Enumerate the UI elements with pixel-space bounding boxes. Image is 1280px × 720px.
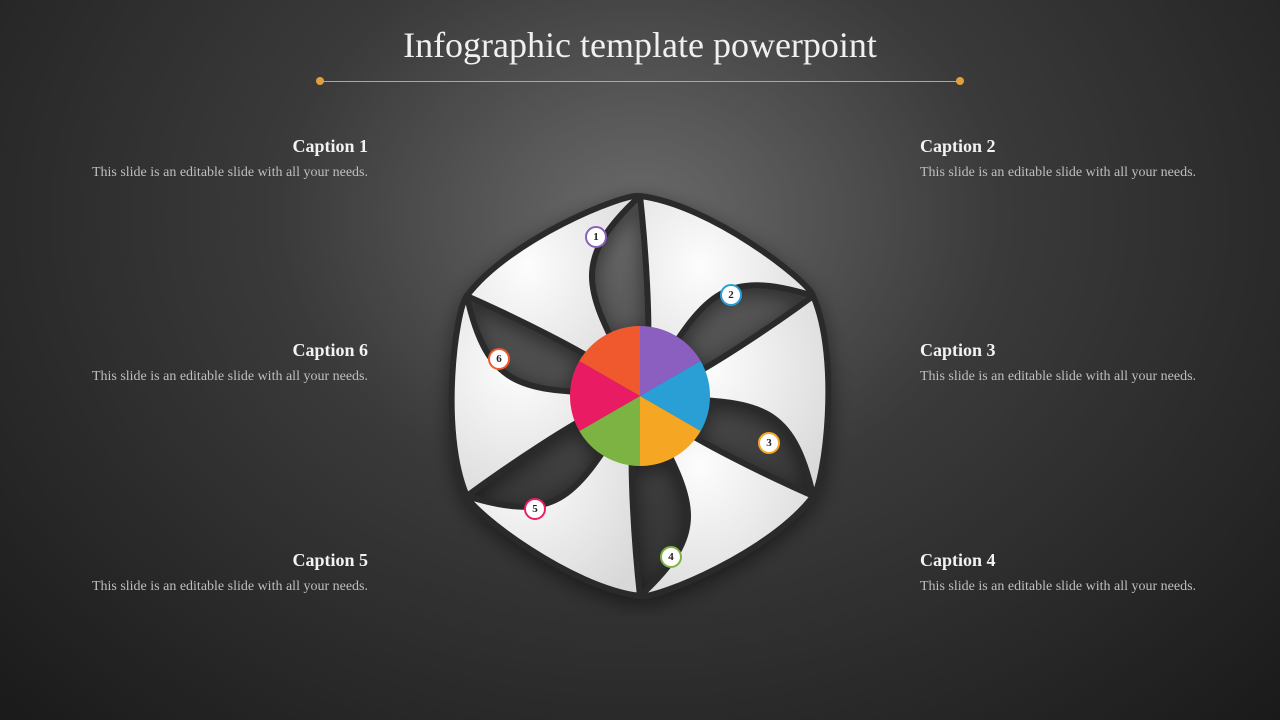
caption-title: Caption 3 [920, 340, 1210, 361]
caption-block: Caption 1 This slide is an editable slide… [78, 136, 368, 183]
caption-body: This slide is an editable slide with all… [920, 577, 1210, 597]
number-badge: 5 [524, 498, 546, 520]
number-badge: 3 [758, 432, 780, 454]
caption-title: Caption 6 [78, 340, 368, 361]
title-divider [320, 80, 960, 82]
caption-title: Caption 2 [920, 136, 1210, 157]
page-title: Infographic template powerpoint [0, 0, 1280, 66]
caption-body: This slide is an editable slide with all… [78, 163, 368, 183]
caption-block: Caption 4 This slide is an editable slide… [920, 550, 1210, 597]
pinwheel-diagram [420, 176, 860, 616]
caption-body: This slide is an editable slide with all… [920, 367, 1210, 387]
caption-title: Caption 5 [78, 550, 368, 571]
number-badge: 2 [720, 284, 742, 306]
caption-block: Caption 5 This slide is an editable slide… [78, 550, 368, 597]
number-badge: 1 [585, 226, 607, 248]
caption-body: This slide is an editable slide with all… [78, 577, 368, 597]
caption-body: This slide is an editable slide with all… [920, 163, 1210, 183]
caption-block: Caption 2 This slide is an editable slide… [920, 136, 1210, 183]
caption-block: Caption 6 This slide is an editable slide… [78, 340, 368, 387]
caption-body: This slide is an editable slide with all… [78, 367, 368, 387]
caption-title: Caption 1 [78, 136, 368, 157]
caption-title: Caption 4 [920, 550, 1210, 571]
caption-block: Caption 3 This slide is an editable slide… [920, 340, 1210, 387]
number-badge: 6 [488, 348, 510, 370]
number-badge: 4 [660, 546, 682, 568]
